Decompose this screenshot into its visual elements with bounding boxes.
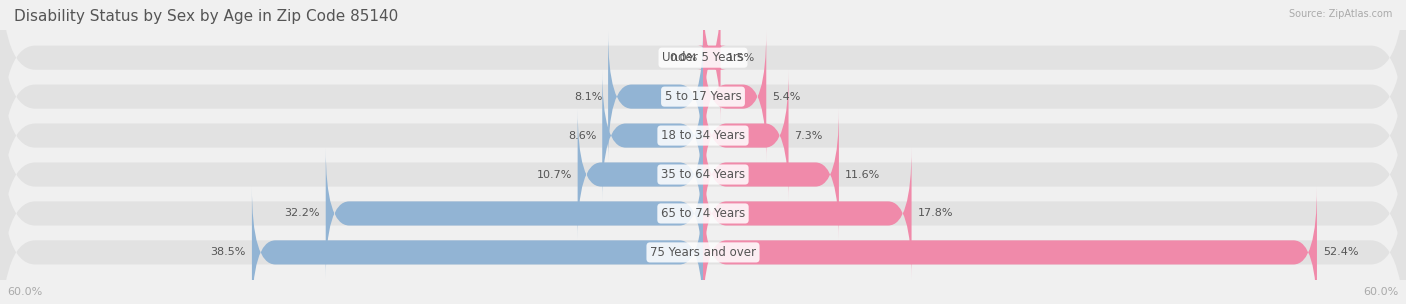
Text: 8.1%: 8.1% bbox=[574, 92, 602, 102]
FancyBboxPatch shape bbox=[703, 148, 911, 279]
FancyBboxPatch shape bbox=[0, 148, 1406, 304]
Text: 1.5%: 1.5% bbox=[727, 53, 755, 63]
FancyBboxPatch shape bbox=[578, 109, 703, 240]
FancyBboxPatch shape bbox=[0, 31, 1406, 240]
Text: 17.8%: 17.8% bbox=[917, 209, 953, 219]
Text: 10.7%: 10.7% bbox=[537, 170, 572, 180]
Text: Disability Status by Sex by Age in Zip Code 85140: Disability Status by Sex by Age in Zip C… bbox=[14, 9, 398, 24]
Text: Under 5 Years: Under 5 Years bbox=[662, 51, 744, 64]
Text: 52.4%: 52.4% bbox=[1323, 247, 1358, 257]
Text: Source: ZipAtlas.com: Source: ZipAtlas.com bbox=[1288, 9, 1392, 19]
Text: 5.4%: 5.4% bbox=[772, 92, 800, 102]
Text: 65 to 74 Years: 65 to 74 Years bbox=[661, 207, 745, 220]
FancyBboxPatch shape bbox=[0, 0, 1406, 201]
FancyBboxPatch shape bbox=[326, 148, 703, 279]
FancyBboxPatch shape bbox=[609, 31, 703, 162]
Text: 7.3%: 7.3% bbox=[794, 130, 823, 140]
Text: 32.2%: 32.2% bbox=[284, 209, 319, 219]
Text: 8.6%: 8.6% bbox=[568, 130, 596, 140]
FancyBboxPatch shape bbox=[703, 31, 766, 162]
FancyBboxPatch shape bbox=[252, 187, 703, 304]
FancyBboxPatch shape bbox=[602, 70, 703, 201]
Text: 0.0%: 0.0% bbox=[669, 53, 697, 63]
Text: 60.0%: 60.0% bbox=[7, 287, 42, 297]
FancyBboxPatch shape bbox=[703, 70, 789, 201]
Text: 18 to 34 Years: 18 to 34 Years bbox=[661, 129, 745, 142]
FancyBboxPatch shape bbox=[0, 70, 1406, 279]
Text: 5 to 17 Years: 5 to 17 Years bbox=[665, 90, 741, 103]
FancyBboxPatch shape bbox=[0, 109, 1406, 304]
Text: 60.0%: 60.0% bbox=[1364, 287, 1399, 297]
Text: 75 Years and over: 75 Years and over bbox=[650, 246, 756, 259]
FancyBboxPatch shape bbox=[703, 109, 839, 240]
FancyBboxPatch shape bbox=[0, 0, 1406, 162]
Text: 11.6%: 11.6% bbox=[845, 170, 880, 180]
Text: 38.5%: 38.5% bbox=[211, 247, 246, 257]
FancyBboxPatch shape bbox=[703, 187, 1317, 304]
FancyBboxPatch shape bbox=[697, 0, 727, 123]
Text: 35 to 64 Years: 35 to 64 Years bbox=[661, 168, 745, 181]
